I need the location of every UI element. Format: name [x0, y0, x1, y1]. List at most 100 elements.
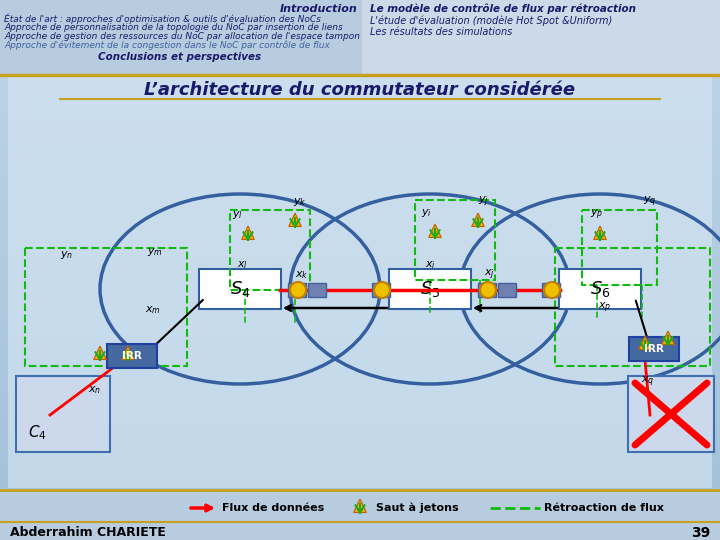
Bar: [0, 281, 720, 282]
Bar: [0, 100, 720, 101]
Bar: [0, 153, 720, 154]
Bar: [0, 65, 720, 66]
FancyBboxPatch shape: [308, 283, 326, 297]
FancyBboxPatch shape: [542, 283, 560, 297]
Bar: [0, 419, 720, 420]
Bar: [0, 75, 720, 76]
Bar: [0, 344, 720, 345]
Polygon shape: [662, 331, 675, 345]
Bar: [0, 71, 720, 72]
Bar: [0, 140, 720, 141]
Bar: [0, 252, 720, 253]
Bar: [0, 389, 720, 390]
Bar: [0, 101, 720, 102]
Bar: [0, 425, 720, 426]
FancyBboxPatch shape: [362, 0, 720, 75]
Bar: [0, 294, 720, 295]
Bar: [0, 538, 720, 539]
Bar: [0, 467, 720, 468]
Bar: [0, 53, 720, 54]
Bar: [0, 433, 720, 434]
Bar: [0, 426, 720, 427]
FancyBboxPatch shape: [629, 337, 679, 361]
Bar: [0, 38, 720, 39]
Bar: [0, 19, 720, 20]
Bar: [0, 189, 720, 190]
Bar: [0, 14, 720, 15]
Bar: [0, 11, 720, 12]
Bar: [0, 127, 720, 128]
Bar: [0, 424, 720, 425]
Bar: [0, 522, 720, 523]
Bar: [0, 269, 720, 270]
Bar: [0, 512, 720, 513]
Bar: [0, 213, 720, 214]
Bar: [0, 85, 720, 86]
Bar: [0, 16, 720, 17]
Bar: [0, 207, 720, 208]
Bar: [0, 304, 720, 305]
FancyBboxPatch shape: [628, 376, 714, 452]
Bar: [0, 143, 720, 144]
Bar: [0, 394, 720, 395]
Bar: [0, 90, 720, 91]
Bar: [0, 517, 720, 518]
Bar: [0, 168, 720, 169]
Bar: [0, 86, 720, 87]
Bar: [0, 320, 720, 321]
Bar: [0, 216, 720, 217]
Bar: [0, 254, 720, 255]
Bar: [0, 374, 720, 375]
Bar: [0, 134, 720, 135]
Bar: [0, 431, 720, 432]
Bar: [0, 141, 720, 142]
Bar: [0, 437, 720, 438]
Bar: [0, 501, 720, 502]
Bar: [0, 357, 720, 358]
Bar: [0, 464, 720, 465]
Bar: [0, 528, 720, 529]
Text: $x_m$: $x_m$: [145, 304, 161, 316]
Bar: [0, 161, 720, 162]
Bar: [0, 240, 720, 241]
Bar: [0, 88, 720, 89]
Bar: [0, 315, 720, 316]
Bar: [0, 409, 720, 410]
Bar: [0, 414, 720, 415]
Bar: [0, 48, 720, 49]
Bar: [0, 158, 720, 159]
Bar: [0, 400, 720, 401]
Text: Conclusions et perspectives: Conclusions et perspectives: [99, 52, 261, 62]
Bar: [0, 57, 720, 58]
Bar: [0, 443, 720, 444]
Bar: [0, 249, 720, 250]
Bar: [0, 356, 720, 357]
Bar: [0, 369, 720, 370]
Bar: [0, 193, 720, 194]
Bar: [0, 485, 720, 486]
Bar: [0, 497, 720, 498]
Bar: [0, 270, 720, 271]
Bar: [0, 98, 720, 99]
Bar: [0, 505, 720, 506]
Bar: [0, 343, 720, 344]
Bar: [0, 462, 720, 463]
Text: $x_i$: $x_i$: [425, 259, 436, 271]
Bar: [0, 180, 720, 181]
Bar: [0, 468, 720, 469]
Polygon shape: [594, 226, 606, 240]
Polygon shape: [428, 224, 441, 238]
Bar: [0, 335, 720, 336]
Bar: [0, 339, 720, 340]
Bar: [0, 382, 720, 383]
Bar: [0, 326, 720, 327]
Text: État de l'art : approches d'optimisation & outils d'évaluation des NoCs: État de l'art : approches d'optimisation…: [4, 14, 321, 24]
Bar: [0, 46, 720, 47]
Bar: [0, 165, 720, 166]
Bar: [0, 455, 720, 456]
Bar: [0, 110, 720, 111]
Text: Abderrahim CHARIETE: Abderrahim CHARIETE: [10, 526, 166, 539]
Bar: [0, 417, 720, 418]
Bar: [0, 371, 720, 372]
Text: 39: 39: [690, 526, 710, 540]
